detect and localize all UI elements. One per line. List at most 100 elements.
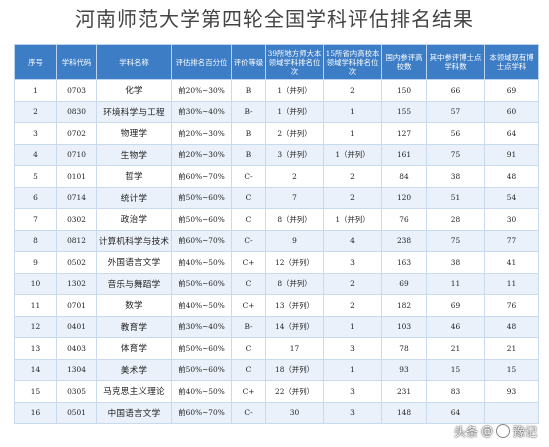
table-cell: 0702 bbox=[56, 122, 97, 145]
table-cell bbox=[484, 401, 539, 424]
table-cell: 前20%~30% bbox=[171, 122, 232, 145]
table-cell: 0710 bbox=[56, 143, 97, 166]
table-cell: 231 bbox=[381, 380, 427, 403]
watermark: 头条 @ 豫记 bbox=[454, 421, 537, 441]
table-cell: 政治学 bbox=[96, 208, 172, 231]
table-cell: 238 bbox=[381, 229, 427, 252]
table-cell: 30 bbox=[484, 208, 539, 231]
table-cell: C bbox=[231, 186, 266, 209]
table-cell: 体育学 bbox=[96, 337, 172, 360]
table-cell: 0403 bbox=[56, 337, 97, 360]
watermark-separator: @ bbox=[480, 424, 493, 438]
table-cell: 2（并列） bbox=[265, 122, 324, 145]
table-cell: 161 bbox=[381, 143, 427, 166]
table-cell: 8（并列） bbox=[265, 208, 324, 231]
table-cell: 51 bbox=[426, 186, 485, 209]
table-cell: 2 bbox=[323, 294, 382, 317]
table-cell: 75 bbox=[426, 143, 485, 166]
table-cell: 前40%~50% bbox=[171, 294, 232, 317]
table-cell: 前30%~40% bbox=[171, 315, 232, 338]
table-cell: 生物学 bbox=[96, 143, 172, 166]
table-cell: 103 bbox=[381, 315, 427, 338]
column-header: 评价等级 bbox=[231, 44, 266, 80]
table-cell: B- bbox=[231, 100, 266, 123]
table-cell: 前40%~50% bbox=[171, 251, 232, 274]
table-cell: 环境科学与工程 bbox=[96, 100, 172, 123]
table-cell: 外国语言文学 bbox=[96, 251, 172, 274]
table-cell: 1304 bbox=[56, 358, 97, 381]
table-cell: 5 bbox=[14, 165, 57, 188]
table-row: 8 0812 计算机科学与技术 前60%~70% C- 9 4 238 75 77 bbox=[14, 229, 539, 252]
table-cell: 2 bbox=[323, 272, 382, 295]
table-cell: 15 bbox=[14, 380, 57, 403]
table-cell: 83 bbox=[426, 380, 485, 403]
table-cell: C bbox=[231, 358, 266, 381]
table-cell: 0401 bbox=[56, 315, 97, 338]
table-cell: 前50%~60% bbox=[171, 358, 232, 381]
table-cell: 9 bbox=[265, 229, 324, 252]
table-cell: 0305 bbox=[56, 380, 97, 403]
table-cell: 148 bbox=[381, 401, 427, 424]
table-cell: 16 bbox=[14, 401, 57, 424]
table-cell: 1 bbox=[323, 315, 382, 338]
table-cell: 2 bbox=[265, 165, 324, 188]
table-cell: 41 bbox=[484, 251, 539, 274]
table-cell: 12（并列） bbox=[265, 251, 324, 274]
table-cell: 化学 bbox=[96, 79, 172, 102]
author-avatar-icon bbox=[495, 424, 510, 438]
table-cell: 1 bbox=[323, 358, 382, 381]
table-cell: 77 bbox=[484, 229, 539, 252]
column-header: 其中参评博士点学科数 bbox=[426, 44, 485, 80]
table-cell: 13 bbox=[14, 337, 57, 360]
table-cell: 前60%~70% bbox=[171, 165, 232, 188]
column-header: 序号 bbox=[14, 44, 57, 80]
column-header: 学科名称 bbox=[96, 44, 172, 80]
table-row: 13 0403 体育学 前50%~60% C 17 3 78 21 21 bbox=[14, 337, 539, 360]
table-cell: 2 bbox=[323, 165, 382, 188]
table-cell: 音乐与舞蹈学 bbox=[96, 272, 172, 295]
page-title: 河南师范大学第四轮全国学科评估排名结果 bbox=[75, 7, 474, 31]
table-cell: C+ bbox=[231, 294, 266, 317]
table-cell: 56 bbox=[426, 122, 485, 145]
table-cell: 1 bbox=[323, 100, 382, 123]
watermark-author: 豫记 bbox=[512, 424, 537, 439]
table-cell: 30 bbox=[265, 401, 324, 424]
table-cell: 2 bbox=[323, 79, 382, 102]
table-cell: 93 bbox=[381, 358, 427, 381]
table-cell: 60 bbox=[484, 100, 539, 123]
table-cell: 64 bbox=[426, 401, 485, 424]
table-cell: 91 bbox=[484, 143, 539, 166]
table-cell: 78 bbox=[381, 337, 427, 360]
table-cell: 3（并列） bbox=[265, 143, 324, 166]
table-cell: 计算机科学与技术 bbox=[96, 229, 172, 252]
table-cell: 69 bbox=[484, 79, 539, 102]
table-row: 7 0302 政治学 前50%~60% C 8（并列） 1（并列） 76 28 30 bbox=[14, 208, 539, 231]
ranking-table: 序号 学科代码 学科名称 评估排名百分位 评价等级 39所地方师大本领域学科排名位次 15所… bbox=[14, 44, 539, 424]
table-cell: C+ bbox=[231, 380, 266, 403]
table-cell: 182 bbox=[381, 294, 427, 317]
table-cell: 3 bbox=[323, 380, 382, 403]
table-cell: 3 bbox=[14, 122, 57, 145]
table-row: 12 0401 教育学 前30%~40% B- 14（并列） 1 103 46 48 bbox=[14, 315, 539, 338]
table-cell: 9 bbox=[14, 251, 57, 274]
table-cell: 11 bbox=[426, 272, 485, 295]
table-cell: 0830 bbox=[56, 100, 97, 123]
table-cell: C- bbox=[231, 229, 266, 252]
table-row: 15 0305 马克思主义理论 前40%~50% C+ 22（并列） 3 231 83 93 bbox=[14, 380, 539, 403]
table-row: 1 0703 化学 前20%~30% B 1（并列） 2 150 66 69 bbox=[14, 79, 539, 102]
table-cell: 150 bbox=[381, 79, 427, 102]
table-cell: 3 bbox=[323, 401, 382, 424]
table-cell: 69 bbox=[381, 272, 427, 295]
table-cell: 0701 bbox=[56, 294, 97, 317]
table-cell: C- bbox=[231, 165, 266, 188]
table-cell: 0812 bbox=[56, 229, 97, 252]
table-cell: 美术学 bbox=[96, 358, 172, 381]
table-cell: 2 bbox=[323, 186, 382, 209]
table-cell: 54 bbox=[484, 186, 539, 209]
table-cell: 前20%~30% bbox=[171, 143, 232, 166]
table-cell: 中国语言文学 bbox=[96, 401, 172, 424]
table-cell: 1 bbox=[14, 79, 57, 102]
table-cell: 48 bbox=[484, 165, 539, 188]
table-cell: 12 bbox=[14, 315, 57, 338]
table-cell: 0502 bbox=[56, 251, 97, 274]
